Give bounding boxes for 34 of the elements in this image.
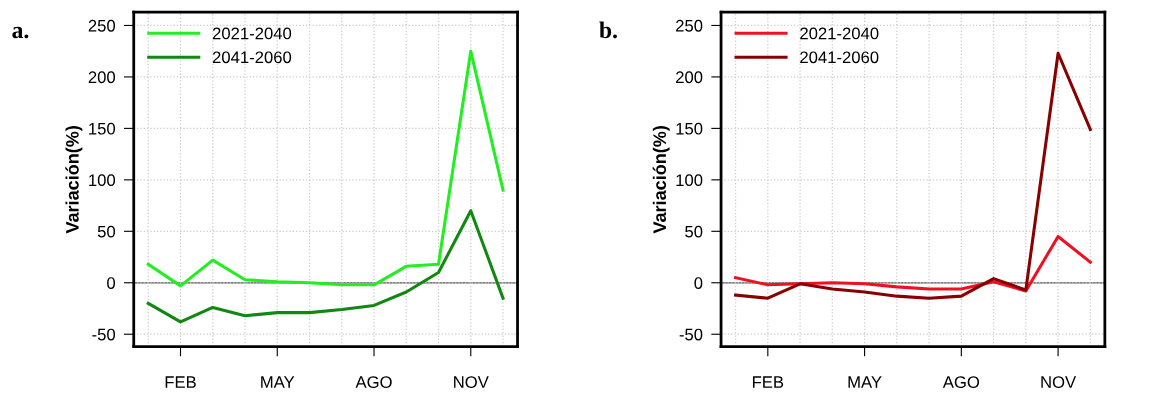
x-tick-label: AGO [942,376,980,388]
x-tick-label: NOV [1041,376,1077,388]
y-tick-label: 100 [89,174,116,187]
y-axis-title: Variación(%) [65,126,83,234]
legend-label: 2021-2040 [212,27,292,40]
y-tick-label: 150 [89,122,116,135]
legend-label: 2041-2060 [800,51,879,64]
line-series [734,234,1092,293]
y-tick-label: 150 [676,122,703,135]
y-tick-label: 100 [676,174,703,187]
text: a. [12,26,29,39]
line-series [146,209,505,324]
y-tick-label: 200 [676,71,703,84]
y-axis-title: Variación(%) [652,126,670,234]
y-tick-label: 0 [694,277,703,289]
line-series [734,51,1092,300]
x-tick-label: FEB [752,376,784,388]
x-tick-label: FEB [165,376,196,388]
y-tick-label: 250 [88,19,116,32]
y-tick-label: 50 [97,225,116,238]
x-tick-label: MAY [261,376,295,388]
x-tick-label: AGO [355,376,392,388]
y-tick-label: 250 [676,19,703,32]
y-tick-label: -50 [92,328,116,341]
y-tick-label: 200 [88,71,116,84]
text: b. [599,21,617,39]
legend-label: 2021-2040 [800,27,879,40]
legend-label: 2041-2060 [212,51,292,64]
y-tick-label: 0 [107,277,116,289]
x-tick-label: NOV [454,376,489,388]
x-tick-label: MAY [848,376,882,388]
line-series [146,49,505,288]
y-tick-label: 50 [685,225,703,238]
y-tick-label: -50 [679,328,703,341]
